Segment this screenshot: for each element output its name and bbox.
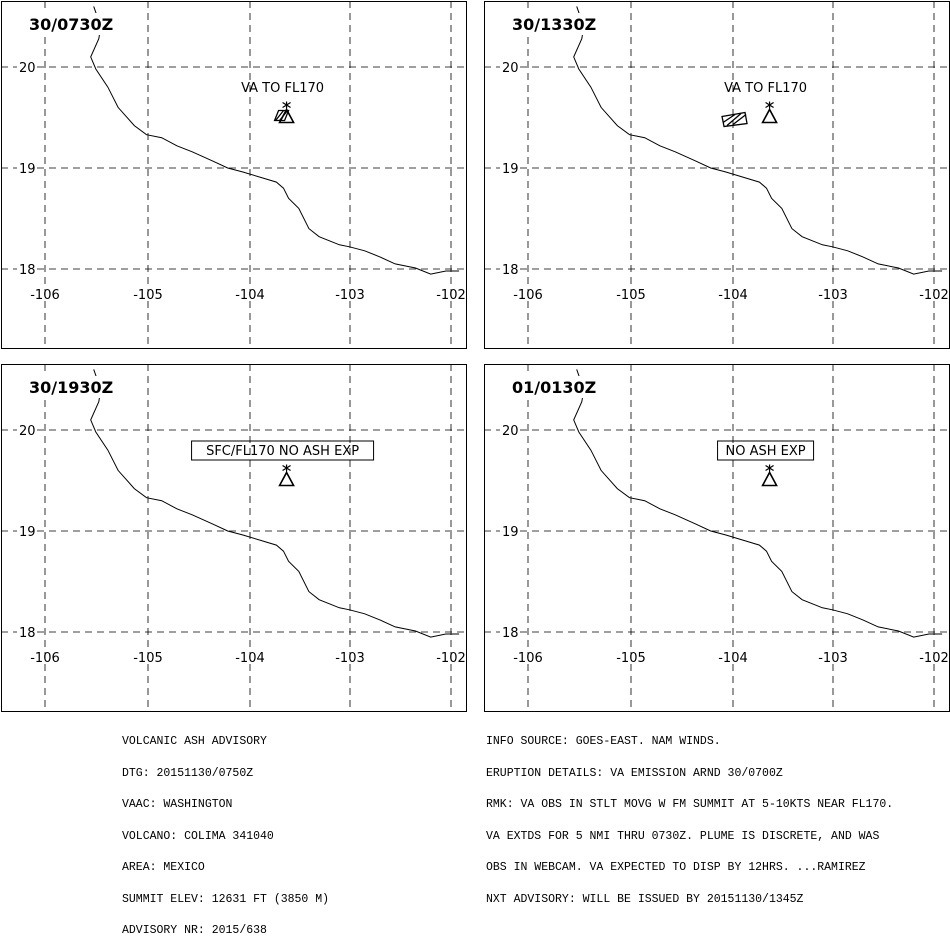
- map-panel-2: 20 19 18 -106 -105 -104 -103 -102 30/1330Z VA TO …: [484, 1, 950, 349]
- advisory-line: VOLCANO: COLIMA 341040: [122, 829, 274, 843]
- longitude-label: -104: [718, 288, 748, 303]
- longitude-label: -105: [616, 651, 646, 666]
- label-backing: [17, 623, 37, 639]
- longitude-label: -106: [30, 288, 60, 303]
- valid-time-label: 30/1930Z: [29, 378, 113, 397]
- advisory-line: VA EXTDS FOR 5 NMI THRU 0730Z. PLUME IS …: [486, 829, 880, 843]
- label-backing: [17, 58, 37, 74]
- label-backing: [25, 376, 113, 398]
- advisory-line: OBS IN WEBCAM. VA EXPECTED TO DISP BY 12…: [486, 861, 866, 874]
- ash-forecast-label: SFC/FL170 NO ASH EXP: [206, 444, 359, 459]
- coastline: [573, 369, 943, 638]
- coastline: [573, 6, 943, 275]
- graticule: [1, 1, 466, 348]
- label-backing: [500, 522, 520, 538]
- latitude-label: 19: [502, 525, 519, 540]
- label-backing: [500, 260, 520, 276]
- longitude-label: -104: [235, 288, 265, 303]
- ash-forecast-label: VA TO FL170: [724, 81, 807, 96]
- panel-border: [1, 364, 467, 712]
- label-backing: [17, 159, 37, 175]
- advisory-line: SUMMIT ELEV: 12631 FT (3850 M): [122, 892, 330, 906]
- volcano-icon: [278, 464, 295, 487]
- latitude-label: 20: [19, 424, 36, 439]
- ash-forecast-label: NO ASH EXP: [726, 444, 806, 459]
- advisory-line: VOLCANIC ASH ADVISORY: [122, 735, 267, 748]
- label-backing: [25, 13, 113, 35]
- volcano-icon: [761, 464, 778, 487]
- longitude-label: -102: [919, 651, 949, 666]
- map-panel-3: 20 19 18 -106 -105 -104 -103 -102 30/1930Z SFC/FL…: [1, 364, 467, 712]
- label-backing: [500, 421, 520, 437]
- longitude-label: -106: [30, 651, 60, 666]
- label-backing: [508, 13, 596, 35]
- advisory-line: RMK: VA OBS IN STLT MOVG W FM SUMMIT AT …: [486, 798, 894, 811]
- longitude-label: -104: [718, 651, 748, 666]
- label-backing: [17, 260, 37, 276]
- longitude-label: -106: [513, 651, 543, 666]
- ash-cloud-polygon: [273, 109, 290, 122]
- longitude-label: -103: [335, 651, 365, 666]
- valid-time-label: 30/0730Z: [29, 15, 113, 34]
- longitude-label: -105: [133, 288, 163, 303]
- advisory-line: INFO SOURCE: GOES-EAST. NAM WINDS.: [486, 735, 721, 748]
- latitude-label: 20: [502, 61, 519, 76]
- label-backing: [500, 58, 520, 74]
- label-backing: [17, 522, 37, 538]
- longitude-label: -103: [335, 288, 365, 303]
- valid-time-label: 30/1330Z: [512, 15, 596, 34]
- latitude-label: 18: [502, 626, 519, 641]
- latitude-label: 19: [502, 162, 519, 177]
- label-backing: [508, 376, 596, 398]
- latitude-label: 19: [19, 162, 36, 177]
- latitude-label: 20: [502, 424, 519, 439]
- panel-border: [1, 1, 467, 349]
- advisory-line: ERUPTION DETAILS: VA EMISSION ARND 30/07…: [486, 766, 783, 780]
- latitude-label: 18: [502, 263, 519, 278]
- ash-cloud-polygon: [721, 111, 748, 128]
- longitude-label: -105: [133, 651, 163, 666]
- latitude-label: 18: [19, 626, 36, 641]
- longitude-label: -102: [436, 288, 466, 303]
- coastline: [90, 6, 460, 275]
- longitude-label: -103: [818, 288, 848, 303]
- longitude-label: -102: [436, 651, 466, 666]
- map-panel-1: 20 19 18 -106 -105 -104 -103 -102 30/0730Z VA TO …: [1, 1, 467, 349]
- longitude-label: -106: [513, 288, 543, 303]
- label-box: [717, 440, 815, 461]
- valid-time-label: 01/0130Z: [512, 378, 596, 397]
- advisory-header-left: VOLCANIC ASH ADVISORY DTG: 20151130/0750…: [122, 716, 329, 947]
- advisory-remarks-right: INFO SOURCE: GOES-EAST. NAM WINDS. ERUPT…: [486, 716, 893, 916]
- map-panel-4: 20 19 18 -106 -105 -104 -103 -102 01/0130Z NO ASH…: [484, 364, 950, 712]
- panel-border: [484, 364, 950, 712]
- volcano-icon: [761, 101, 778, 124]
- ash-forecast-label: VA TO FL170: [241, 81, 324, 96]
- longitude-label: -103: [818, 651, 848, 666]
- longitude-label: -102: [919, 288, 949, 303]
- label-backing: [500, 623, 520, 639]
- advisory-line: DTG: 20151130/0750Z: [122, 766, 254, 780]
- panel-border: [484, 1, 950, 349]
- label-backing: [17, 421, 37, 437]
- coastline: [90, 369, 460, 638]
- latitude-label: 19: [19, 525, 36, 540]
- advisory-line: ADVISORY NR: 2015/638: [122, 924, 267, 937]
- longitude-label: -104: [235, 651, 265, 666]
- label-box: [191, 440, 375, 461]
- label-backing: [500, 159, 520, 175]
- graticule: [484, 1, 949, 348]
- longitude-label: -105: [616, 288, 646, 303]
- advisory-line: VAAC: WASHINGTON: [122, 798, 233, 811]
- latitude-label: 20: [19, 61, 36, 76]
- latitude-label: 18: [19, 263, 36, 278]
- advisory-line: AREA: MEXICO: [122, 861, 205, 874]
- advisory-line: NXT ADVISORY: WILL BE ISSUED BY 20151130…: [486, 892, 804, 906]
